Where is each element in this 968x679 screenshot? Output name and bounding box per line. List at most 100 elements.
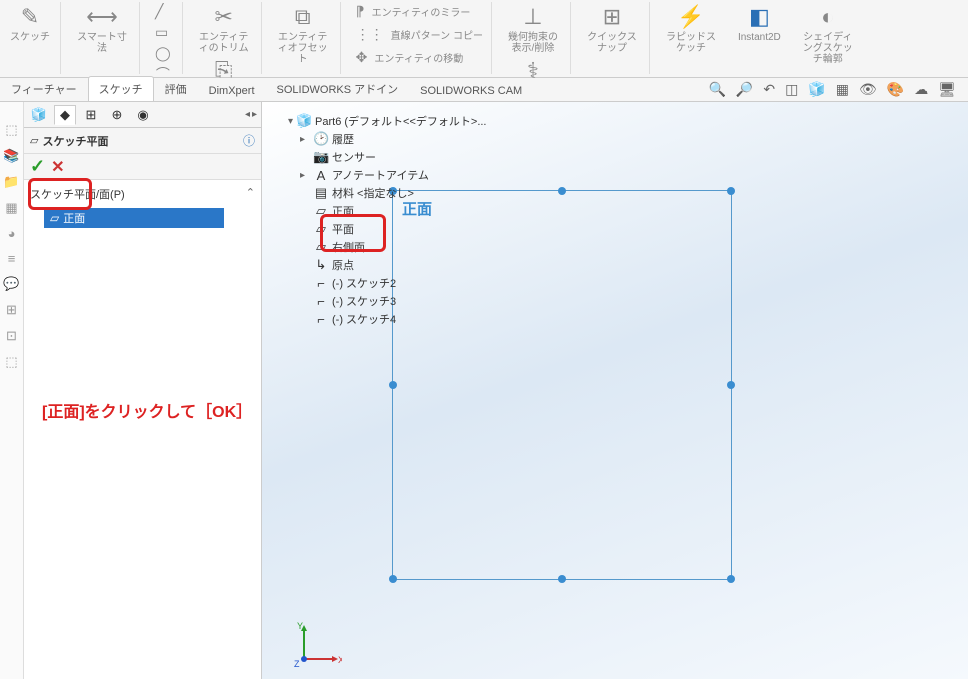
view-palette-icon[interactable]: ▦ xyxy=(5,200,17,216)
plane-icon: ▱ xyxy=(313,203,329,219)
sketch-icon: ⌐ xyxy=(313,312,329,327)
expand-icon[interactable]: ▸ xyxy=(300,170,310,181)
section-title-row[interactable]: スケッチ平面/面(P) ⌃ xyxy=(30,184,255,204)
sketch-plane-outline[interactable] xyxy=(392,190,732,580)
origin-icon: ↳ xyxy=(313,257,329,273)
selected-plane-label: 正面 xyxy=(63,210,85,226)
trim-button[interactable]: ✂ エンティティのトリム xyxy=(195,2,253,56)
appearances-icon[interactable]: ◕ xyxy=(8,226,16,241)
zoom-area-icon[interactable]: 🔎 xyxy=(734,80,755,99)
tree-right-plane[interactable]: ▱ 右側面 xyxy=(288,238,438,256)
tab-addins[interactable]: SOLIDWORKS アドイン xyxy=(266,76,410,101)
sketch-button[interactable]: ✎ スケッチ xyxy=(8,2,52,45)
resources-icon[interactable]: ⬚ xyxy=(5,122,17,138)
view-triad[interactable]: X Y Z xyxy=(294,621,342,669)
handle-b[interactable] xyxy=(558,575,566,583)
property-mgr-tab[interactable]: ◆ xyxy=(54,105,76,125)
file-explorer-icon[interactable]: 📁 xyxy=(3,174,19,190)
axis-z-label: Z xyxy=(294,659,300,669)
view-settings-icon[interactable]: 🖥 xyxy=(936,80,958,99)
trim-icon: ✂ xyxy=(214,4,232,30)
quicksnap-button[interactable]: ⊞ クイックスナップ xyxy=(583,2,641,56)
pattern-icon[interactable]: ⋮⋮ xyxy=(353,25,387,44)
view-orient-icon[interactable]: 🧊 xyxy=(806,80,827,99)
mgr-nav: ◂ ▸ xyxy=(245,109,257,120)
handle-tr[interactable] xyxy=(727,187,735,195)
tree-sketch3[interactable]: ⌐ (-) スケッチ3 xyxy=(288,292,438,310)
feature-mgr-tab[interactable]: 🧊 xyxy=(28,105,50,125)
display-style-icon[interactable]: ▦ xyxy=(834,80,851,99)
strip-icon-10[interactable]: ⬚ xyxy=(5,354,17,370)
section-icon[interactable]: ◫ xyxy=(783,80,800,99)
selected-plane[interactable]: ▱ 正面 xyxy=(44,208,224,228)
tree-sensor[interactable]: 📷 センサー xyxy=(288,148,438,166)
instant2d-icon: ◧ xyxy=(749,4,770,30)
hide-show-icon[interactable]: 👁 xyxy=(857,80,879,99)
help-icon[interactable]: ⓘ xyxy=(243,132,255,149)
handle-br[interactable] xyxy=(727,575,735,583)
custom-props-icon[interactable]: ≡ xyxy=(8,251,16,266)
tree-top-plane[interactable]: ▱ 平面 xyxy=(288,220,438,238)
material-icon: ▤ xyxy=(313,185,329,201)
confirm-row: ✓ ✕ xyxy=(24,154,261,180)
ok-button[interactable]: ✓ xyxy=(30,156,45,177)
tree-root[interactable]: ▾ 🧊 Part6 (デフォルト<<デフォルト>... xyxy=(288,112,438,130)
config-mgr-tab[interactable]: ⊞ xyxy=(80,105,102,125)
smart-dimension-button[interactable]: ⟷ スマート寸法 xyxy=(73,2,131,56)
rect-icon[interactable]: ▭ xyxy=(152,23,174,42)
part-icon: 🧊 xyxy=(296,113,312,129)
design-lib-icon[interactable]: 📚 xyxy=(3,148,19,164)
rapid-sketch-button[interactable]: ⚡ ラピッドスケッチ xyxy=(662,2,720,56)
appearance-icon[interactable]: 🎨 xyxy=(885,80,906,99)
handle-t[interactable] xyxy=(558,187,566,195)
mgr-prev-icon[interactable]: ◂ xyxy=(245,109,250,120)
manager-tabs: 🧊 ◆ ⊞ ⊕ ◉ ◂ ▸ xyxy=(24,102,261,128)
prev-view-icon[interactable]: ↶ xyxy=(761,80,777,99)
tab-feature[interactable]: フィーチャー xyxy=(0,76,88,101)
flyout-feature-tree: ▾ 🧊 Part6 (デフォルト<<デフォルト>... ▸ 🕑 履歴 📷 センサ… xyxy=(288,112,438,328)
line-icon[interactable]: ╱ xyxy=(152,2,174,21)
sketch-icon: ⌐ xyxy=(313,276,329,291)
zoom-fit-icon[interactable]: 🔍 xyxy=(706,80,727,99)
plane-icon: ▱ xyxy=(50,211,59,225)
tab-dimxpert[interactable]: DimXpert xyxy=(198,80,266,101)
tab-sketch[interactable]: スケッチ xyxy=(88,76,154,101)
circle-icon[interactable]: ◯ xyxy=(152,44,174,63)
task-pane-strip: ⬚ 📚 📁 ▦ ◕ ≡ 💬 ⊞ ⊡ ⬚ xyxy=(0,102,24,679)
handle-bl[interactable] xyxy=(389,575,397,583)
handle-r[interactable] xyxy=(727,381,735,389)
display-mgr-tab[interactable]: ◉ xyxy=(132,105,154,125)
move-icon[interactable]: ✥ xyxy=(353,48,371,67)
constraints-button[interactable]: ⊥ 幾何拘束の表示/削除 xyxy=(504,2,562,56)
mgr-next-icon[interactable]: ▸ xyxy=(252,109,257,120)
tab-evaluate[interactable]: 評価 xyxy=(154,76,198,101)
tree-history[interactable]: ▸ 🕑 履歴 xyxy=(288,130,438,148)
tree-sketch2[interactable]: ⌐ (-) スケッチ2 xyxy=(288,274,438,292)
mirror-icon[interactable]: ⁋ xyxy=(353,2,368,21)
axis-y-label: Y xyxy=(297,621,303,631)
dimxpert-mgr-tab[interactable]: ⊕ xyxy=(106,105,128,125)
tree-front-plane[interactable]: ▱ 正面 xyxy=(288,202,438,220)
instant2d-button[interactable]: ◧ Instant2D xyxy=(736,2,783,45)
plane-icon: ▱ xyxy=(313,221,329,237)
tree-material[interactable]: ▤ 材料 <指定なし> xyxy=(288,184,438,202)
rapid-icon: ⚡ xyxy=(677,4,704,30)
shading-button[interactable]: ◐ シェイディングスケッチ輪郭 xyxy=(799,2,857,67)
cancel-button[interactable]: ✕ xyxy=(51,157,64,177)
sketch-icon: ✎ xyxy=(21,4,39,30)
tree-annotations[interactable]: ▸ A アノテートアイテム xyxy=(288,166,438,184)
tab-cam[interactable]: SOLIDWORKS CAM xyxy=(409,80,533,101)
forum-icon[interactable]: 💬 xyxy=(3,276,19,292)
tree-sketch4[interactable]: ⌐ (-) スケッチ4 xyxy=(288,310,438,328)
tree-origin[interactable]: ↳ 原点 xyxy=(288,256,438,274)
ribbon: ✎ スケッチ ⟷ スマート寸法 ╱ ▭ ◯ ⌒ ∿ · ⬭ ⬡ A ✂ エンティ… xyxy=(0,0,968,78)
strip-icon-8[interactable]: ⊞ xyxy=(6,302,17,318)
scene-icon[interactable]: ☁ xyxy=(912,80,930,99)
expand-icon[interactable]: ▸ xyxy=(300,134,310,145)
handle-l[interactable] xyxy=(389,381,397,389)
strip-icon-9[interactable]: ⊡ xyxy=(6,328,17,344)
expand-icon[interactable]: ▾ xyxy=(288,116,293,127)
offset-button[interactable]: ⧉ エンティティオフセット xyxy=(274,2,332,67)
sensor-icon: 📷 xyxy=(313,149,329,165)
collapse-icon[interactable]: ⌃ xyxy=(246,186,255,202)
